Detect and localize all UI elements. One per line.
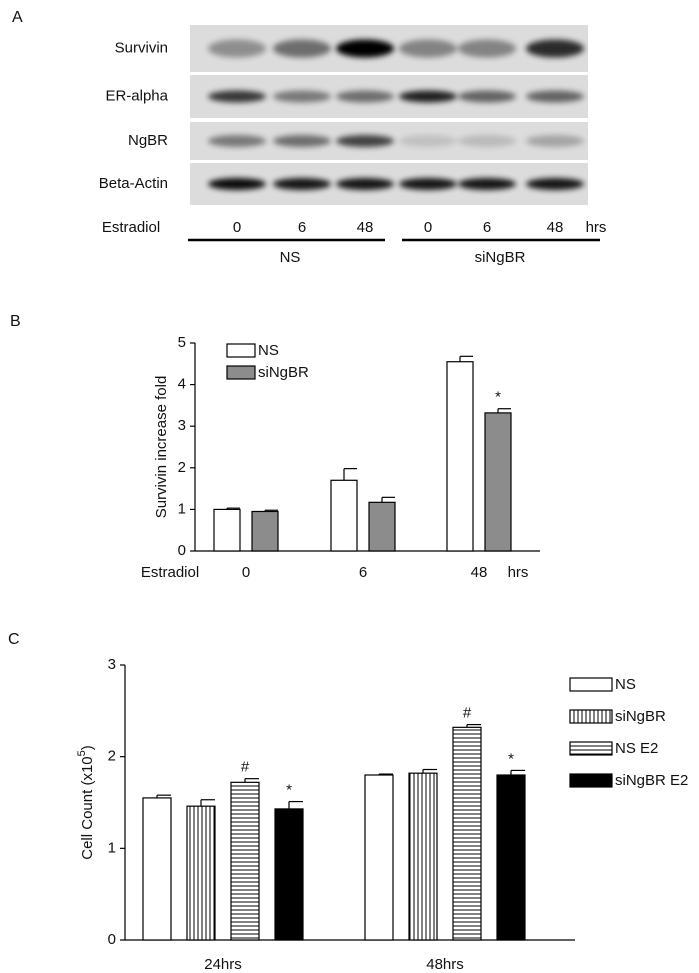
y-axis-label: Survivin increase fold [153, 376, 170, 519]
western-blot: Survivin ER-alpha NgBR Beta-Actin Estradiol 0… [99, 25, 607, 266]
blot-band [399, 90, 457, 103]
blot-band [399, 178, 457, 190]
blot-band [336, 90, 394, 103]
x-suffix-label: hrs [508, 564, 529, 581]
bar [274, 808, 304, 941]
x-tick-label: 48hrs [426, 956, 464, 973]
bar [496, 774, 526, 941]
legend-label: NS [258, 342, 279, 359]
bar [186, 805, 216, 941]
bar [230, 781, 260, 941]
significance-marker: # [463, 705, 472, 722]
significance-marker: * [508, 750, 514, 767]
legend-label: siNgBR [258, 364, 309, 381]
timepoint-label: 48 [547, 219, 564, 236]
blot-band [208, 39, 266, 58]
x-tick-label: 48 [471, 564, 488, 581]
bar [368, 501, 396, 552]
y-tick-label: 5 [178, 334, 186, 351]
significance-marker: * [495, 389, 501, 406]
y-tick-label: 0 [108, 931, 116, 948]
legend-swatch [569, 709, 613, 724]
y-tick-label: 3 [178, 417, 186, 434]
bar [251, 510, 279, 552]
bar [452, 726, 482, 941]
blot-band [208, 178, 266, 190]
blot-band [458, 39, 516, 58]
y-tick-label: 3 [108, 656, 116, 673]
blot-row-label: Survivin [115, 39, 168, 56]
panel-label: A [12, 9, 23, 26]
x-tick-label: 24hrs [204, 956, 242, 973]
timepoint-label: 0 [233, 219, 241, 236]
blot-band [208, 135, 266, 147]
panel-label: B [10, 313, 21, 330]
blot-band [458, 135, 516, 147]
blot-row-label: Beta-Actin [99, 175, 168, 192]
y-tick-label: 2 [108, 748, 116, 765]
legend-swatch [569, 677, 613, 692]
bar [330, 479, 358, 552]
y-axis-label-part: ) [79, 745, 96, 750]
significance-marker: * [286, 782, 292, 799]
panel-label: C [8, 631, 20, 648]
bar [142, 797, 172, 941]
bar [408, 772, 438, 941]
x-tick-label: 6 [359, 564, 367, 581]
blot-band [273, 39, 331, 58]
x-prefix-label: Estradiol [141, 564, 199, 581]
blot-band [336, 135, 394, 147]
bar [213, 508, 241, 552]
y-axis-label-part: 5 [76, 750, 88, 756]
legend-label: siNgBR E2 [615, 772, 688, 789]
y-tick-label: 1 [108, 839, 116, 856]
legend-swatch [569, 741, 613, 756]
y-tick-label: 0 [178, 542, 186, 559]
blot-band [399, 135, 457, 147]
x-tick-label: 0 [242, 564, 250, 581]
blot-row-label: ER-alpha [105, 87, 168, 104]
legend-swatch [569, 773, 613, 788]
unit-label: hrs [586, 219, 607, 236]
y-axis-label: Cell Count (x105) [76, 745, 96, 860]
significance-marker: # [241, 759, 250, 776]
group-label: siNgBR [475, 249, 526, 266]
bar [446, 361, 474, 552]
y-tick-label: 4 [178, 376, 186, 393]
blot-row-label: NgBR [128, 132, 168, 149]
y-axis-label-part: Cell Count (x10 [79, 756, 96, 859]
blot-band [526, 178, 584, 190]
blot-band [336, 39, 394, 58]
group-label: NS [280, 249, 301, 266]
blot-band [336, 178, 394, 190]
legend-swatch [226, 343, 256, 358]
blot-band [273, 135, 331, 147]
blot-band [399, 39, 457, 58]
bar [364, 774, 394, 941]
timepoint-label: 0 [424, 219, 432, 236]
blot-band [526, 90, 584, 103]
y-tick-label: 1 [178, 500, 186, 517]
legend-label: siNgBR [615, 708, 666, 725]
blot-band [458, 178, 516, 190]
y-tick-label: 2 [178, 459, 186, 476]
timepoint-label: 6 [298, 219, 306, 236]
blot-band [526, 39, 584, 58]
legend-label: NS [615, 676, 636, 693]
blot-band [273, 90, 331, 103]
blot-band [208, 90, 266, 103]
legend-label: NS E2 [615, 740, 658, 757]
bar-chart: 0 1 2 3 4 5 Survivin increase fold Estradiol hrs… [141, 334, 540, 581]
treatment-label: Estradiol [102, 219, 160, 236]
timepoint-label: 6 [483, 219, 491, 236]
timepoint-label: 48 [357, 219, 374, 236]
bar [484, 412, 512, 552]
blot-band [273, 178, 331, 190]
bar-chart: 0 1 2 3 Cell Count (x105) 24hrs # * 48hrs # * NS siN… [76, 656, 688, 973]
legend-swatch [226, 365, 256, 380]
blot-band [458, 90, 516, 103]
blot-band [526, 135, 584, 147]
